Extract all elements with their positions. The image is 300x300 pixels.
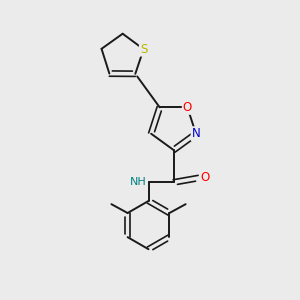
Text: N: N bbox=[192, 127, 200, 140]
Text: NH: NH bbox=[130, 177, 147, 188]
Text: O: O bbox=[200, 172, 209, 184]
Text: S: S bbox=[140, 43, 147, 56]
Text: O: O bbox=[183, 101, 192, 114]
